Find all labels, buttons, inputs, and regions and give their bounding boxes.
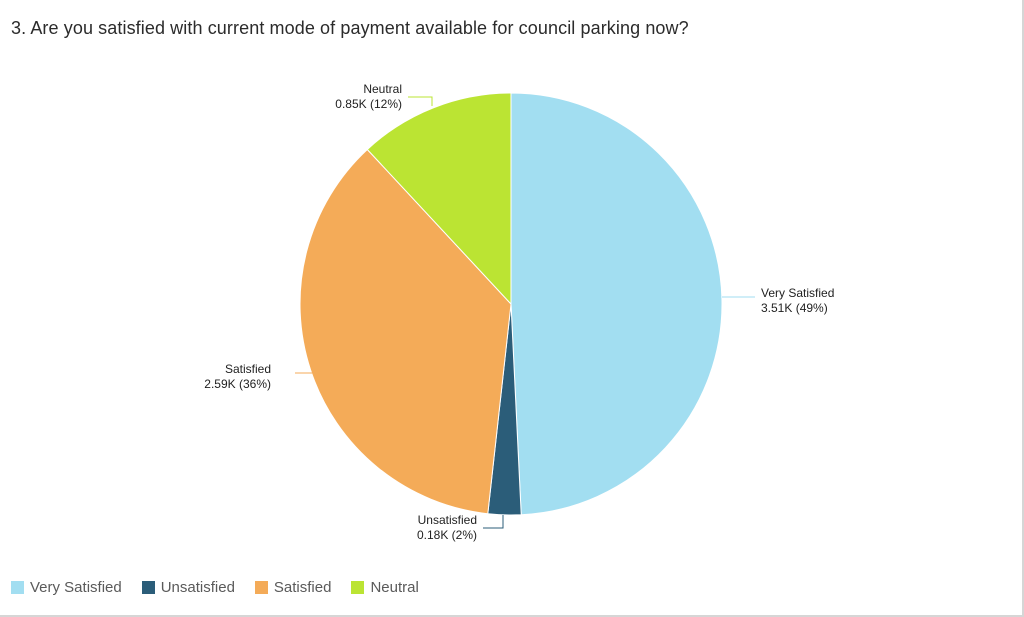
legend-item-neutral[interactable]: Neutral: [351, 579, 419, 596]
legend-swatch-unsatisfied: [141, 581, 155, 594]
legend-label-very-satisfied: Very Satisfied: [30, 579, 122, 596]
slice-label-value-very-satisfied: 3.51K (49%): [761, 301, 828, 315]
legend-swatch-satisfied: [254, 581, 268, 594]
slice-label-value-satisfied: 2.59K (36%): [204, 377, 271, 391]
slice-label-name-satisfied: Satisfied: [225, 362, 271, 376]
legend-item-unsatisfied[interactable]: Unsatisfied: [141, 579, 235, 596]
slice-label-name-neutral: Neutral: [363, 82, 402, 96]
pie-slice-neutral[interactable]: [366, 92, 512, 306]
legend: Very Satisfied Unsatisfied Satisfied Neu…: [11, 579, 419, 596]
pie-slice-very-satisfied[interactable]: [510, 92, 723, 516]
legend-item-very-satisfied[interactable]: Very Satisfied: [11, 579, 122, 596]
legend-label-neutral: Neutral: [370, 579, 419, 596]
legend-label-satisfied: Satisfied: [273, 579, 332, 596]
slice-label-value-unsatisfied: 0.18K (2%): [417, 528, 477, 542]
legend-swatch-very-satisfied: [11, 581, 24, 594]
leader-line-neutral: [408, 96, 433, 106]
legend-item-satisfied[interactable]: Satisfied: [254, 579, 332, 596]
slice-label-value-neutral: 0.85K (12%): [335, 97, 402, 111]
leader-line-unsatisfied: [483, 515, 504, 529]
pie-slice-satisfied[interactable]: [299, 148, 512, 515]
slice-label-name-unsatisfied: Unsatisfied: [418, 513, 477, 527]
chart-title: 3. Are you satisfied with current mode o…: [11, 18, 689, 38]
legend-swatch-neutral: [351, 581, 365, 594]
slice-label-name-very-satisfied: Very Satisfied: [761, 286, 834, 300]
legend-label-unsatisfied: Unsatisfied: [160, 579, 235, 596]
